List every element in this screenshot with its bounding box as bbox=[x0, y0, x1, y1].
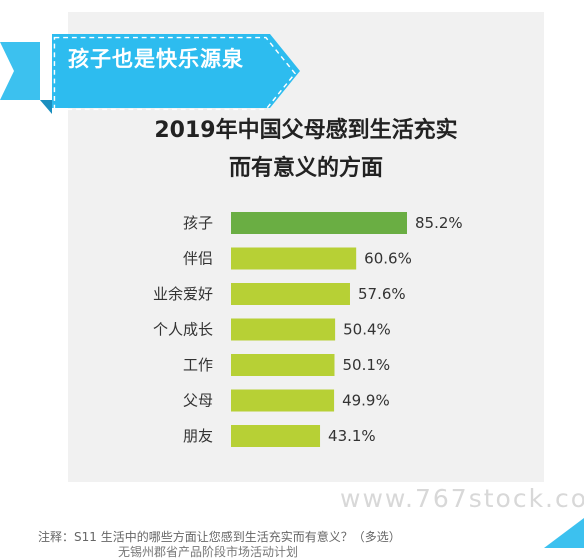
chart-title-line-2: 而有意义的方面 bbox=[228, 156, 383, 181]
value-label: 50.4% bbox=[343, 321, 391, 339]
bar bbox=[231, 389, 335, 412]
chart-title: 2019年中国父母感到生活充实 而有意义的方面 bbox=[68, 112, 544, 188]
category-label: 伴侣 bbox=[183, 250, 213, 268]
category-label: 父母 bbox=[183, 392, 213, 410]
bar bbox=[231, 354, 335, 376]
value-label: 49.9% bbox=[342, 392, 390, 410]
value-label: 85.2% bbox=[415, 214, 463, 232]
value-label: 43.1% bbox=[328, 427, 376, 445]
bar bbox=[231, 247, 357, 270]
corner-decoration bbox=[544, 518, 584, 548]
category-label: 朋友 bbox=[183, 427, 213, 445]
value-label: 60.6% bbox=[364, 250, 412, 268]
footnote: 注释：S11 生活中的哪些方面让您感到生活充实而有意义？（多选） bbox=[38, 530, 401, 544]
banner-ribbon bbox=[0, 34, 300, 114]
category-label: 个人成长 bbox=[153, 321, 213, 339]
bar bbox=[231, 283, 350, 305]
banner-title: 孩子也是快乐源泉 bbox=[68, 47, 244, 71]
bar bbox=[231, 212, 407, 234]
value-label: 57.6% bbox=[358, 285, 406, 303]
bar bbox=[231, 425, 321, 447]
value-label: 50.1% bbox=[342, 356, 390, 374]
category-label: 业余爱好 bbox=[153, 285, 213, 303]
bar-chart: 孩子 85.2% 伴侣 60.6% 业余爱好 57.6% 个人成长 50.4% 工作 50.1% 父… bbox=[153, 212, 463, 447]
bar bbox=[231, 318, 336, 341]
category-label: 工作 bbox=[183, 356, 213, 374]
category-label: 孩子 bbox=[183, 214, 213, 232]
source-note: 无锡州郡省产品阶段市场活动计划 bbox=[118, 545, 299, 559]
watermark: www.767stock.co bbox=[340, 484, 584, 513]
chart-title-line-1: 2019年中国父母感到生活充实 bbox=[154, 118, 458, 143]
